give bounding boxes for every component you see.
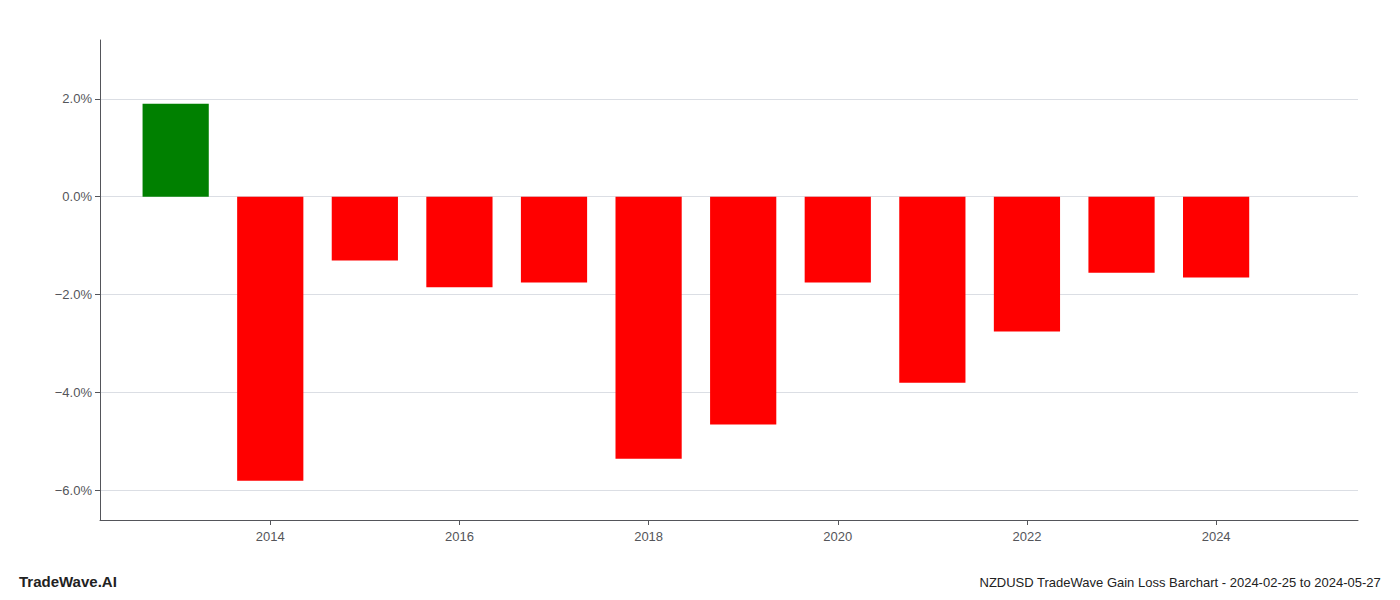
svg-text:NZDUSD TradeWave Gain Loss Bar: NZDUSD TradeWave Gain Loss Barchart - 20… (979, 575, 1380, 590)
svg-text:2018: 2018 (634, 529, 663, 544)
svg-text:−6.0%: −6.0% (55, 483, 93, 498)
svg-text:2.0%: 2.0% (62, 91, 92, 106)
svg-text:2024: 2024 (1202, 529, 1231, 544)
svg-text:2020: 2020 (823, 529, 852, 544)
svg-text:2014: 2014 (256, 529, 285, 544)
svg-text:2022: 2022 (1012, 529, 1041, 544)
svg-text:0.0%: 0.0% (62, 189, 92, 204)
svg-text:−4.0%: −4.0% (55, 385, 93, 400)
svg-text:TradeWave.AI: TradeWave.AI (19, 573, 117, 590)
svg-text:−2.0%: −2.0% (55, 287, 93, 302)
svg-text:2016: 2016 (445, 529, 474, 544)
